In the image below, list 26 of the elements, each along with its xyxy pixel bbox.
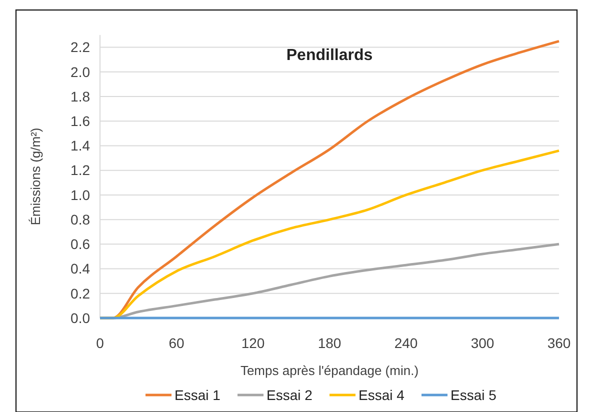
legend-label: Essai 2: [266, 387, 313, 403]
y-tick-label: 0.8: [70, 211, 90, 228]
y-tick-label: 1.6: [70, 113, 90, 130]
y-tick-label: 1.0: [70, 186, 90, 203]
y-axis-title: Émissions (g/m²): [28, 128, 43, 226]
y-tick-label: 2.0: [70, 64, 90, 80]
x-axis-title: Temps après l'épandage (min.): [240, 363, 419, 378]
x-tick-label: 180: [318, 335, 342, 351]
y-tick-label: 1.4: [70, 138, 90, 154]
y-tick-label: 1.2: [70, 162, 90, 178]
x-tick-label: 360: [547, 335, 571, 351]
x-tick-label: 120: [241, 335, 265, 351]
y-tick-label: 0.6: [70, 236, 90, 252]
x-tick-label: 240: [394, 335, 418, 351]
text: Pendillards: [286, 47, 373, 64]
y-tick-label: 0.4: [70, 260, 90, 277]
legend-label: Essai 5: [450, 387, 497, 403]
legend-label: Essai 1: [174, 387, 221, 403]
y-tick-label: 0.2: [70, 285, 90, 302]
y-tick-label: 1.8: [70, 88, 90, 104]
x-tick-label: 60: [168, 335, 184, 351]
x-tick-label: 300: [470, 335, 494, 351]
y-tick-label: 2.2: [70, 39, 90, 56]
x-tick-label: 0: [96, 335, 104, 351]
legend-label: Essai 4: [358, 387, 405, 403]
y-tick-label: 0.0: [70, 310, 90, 326]
